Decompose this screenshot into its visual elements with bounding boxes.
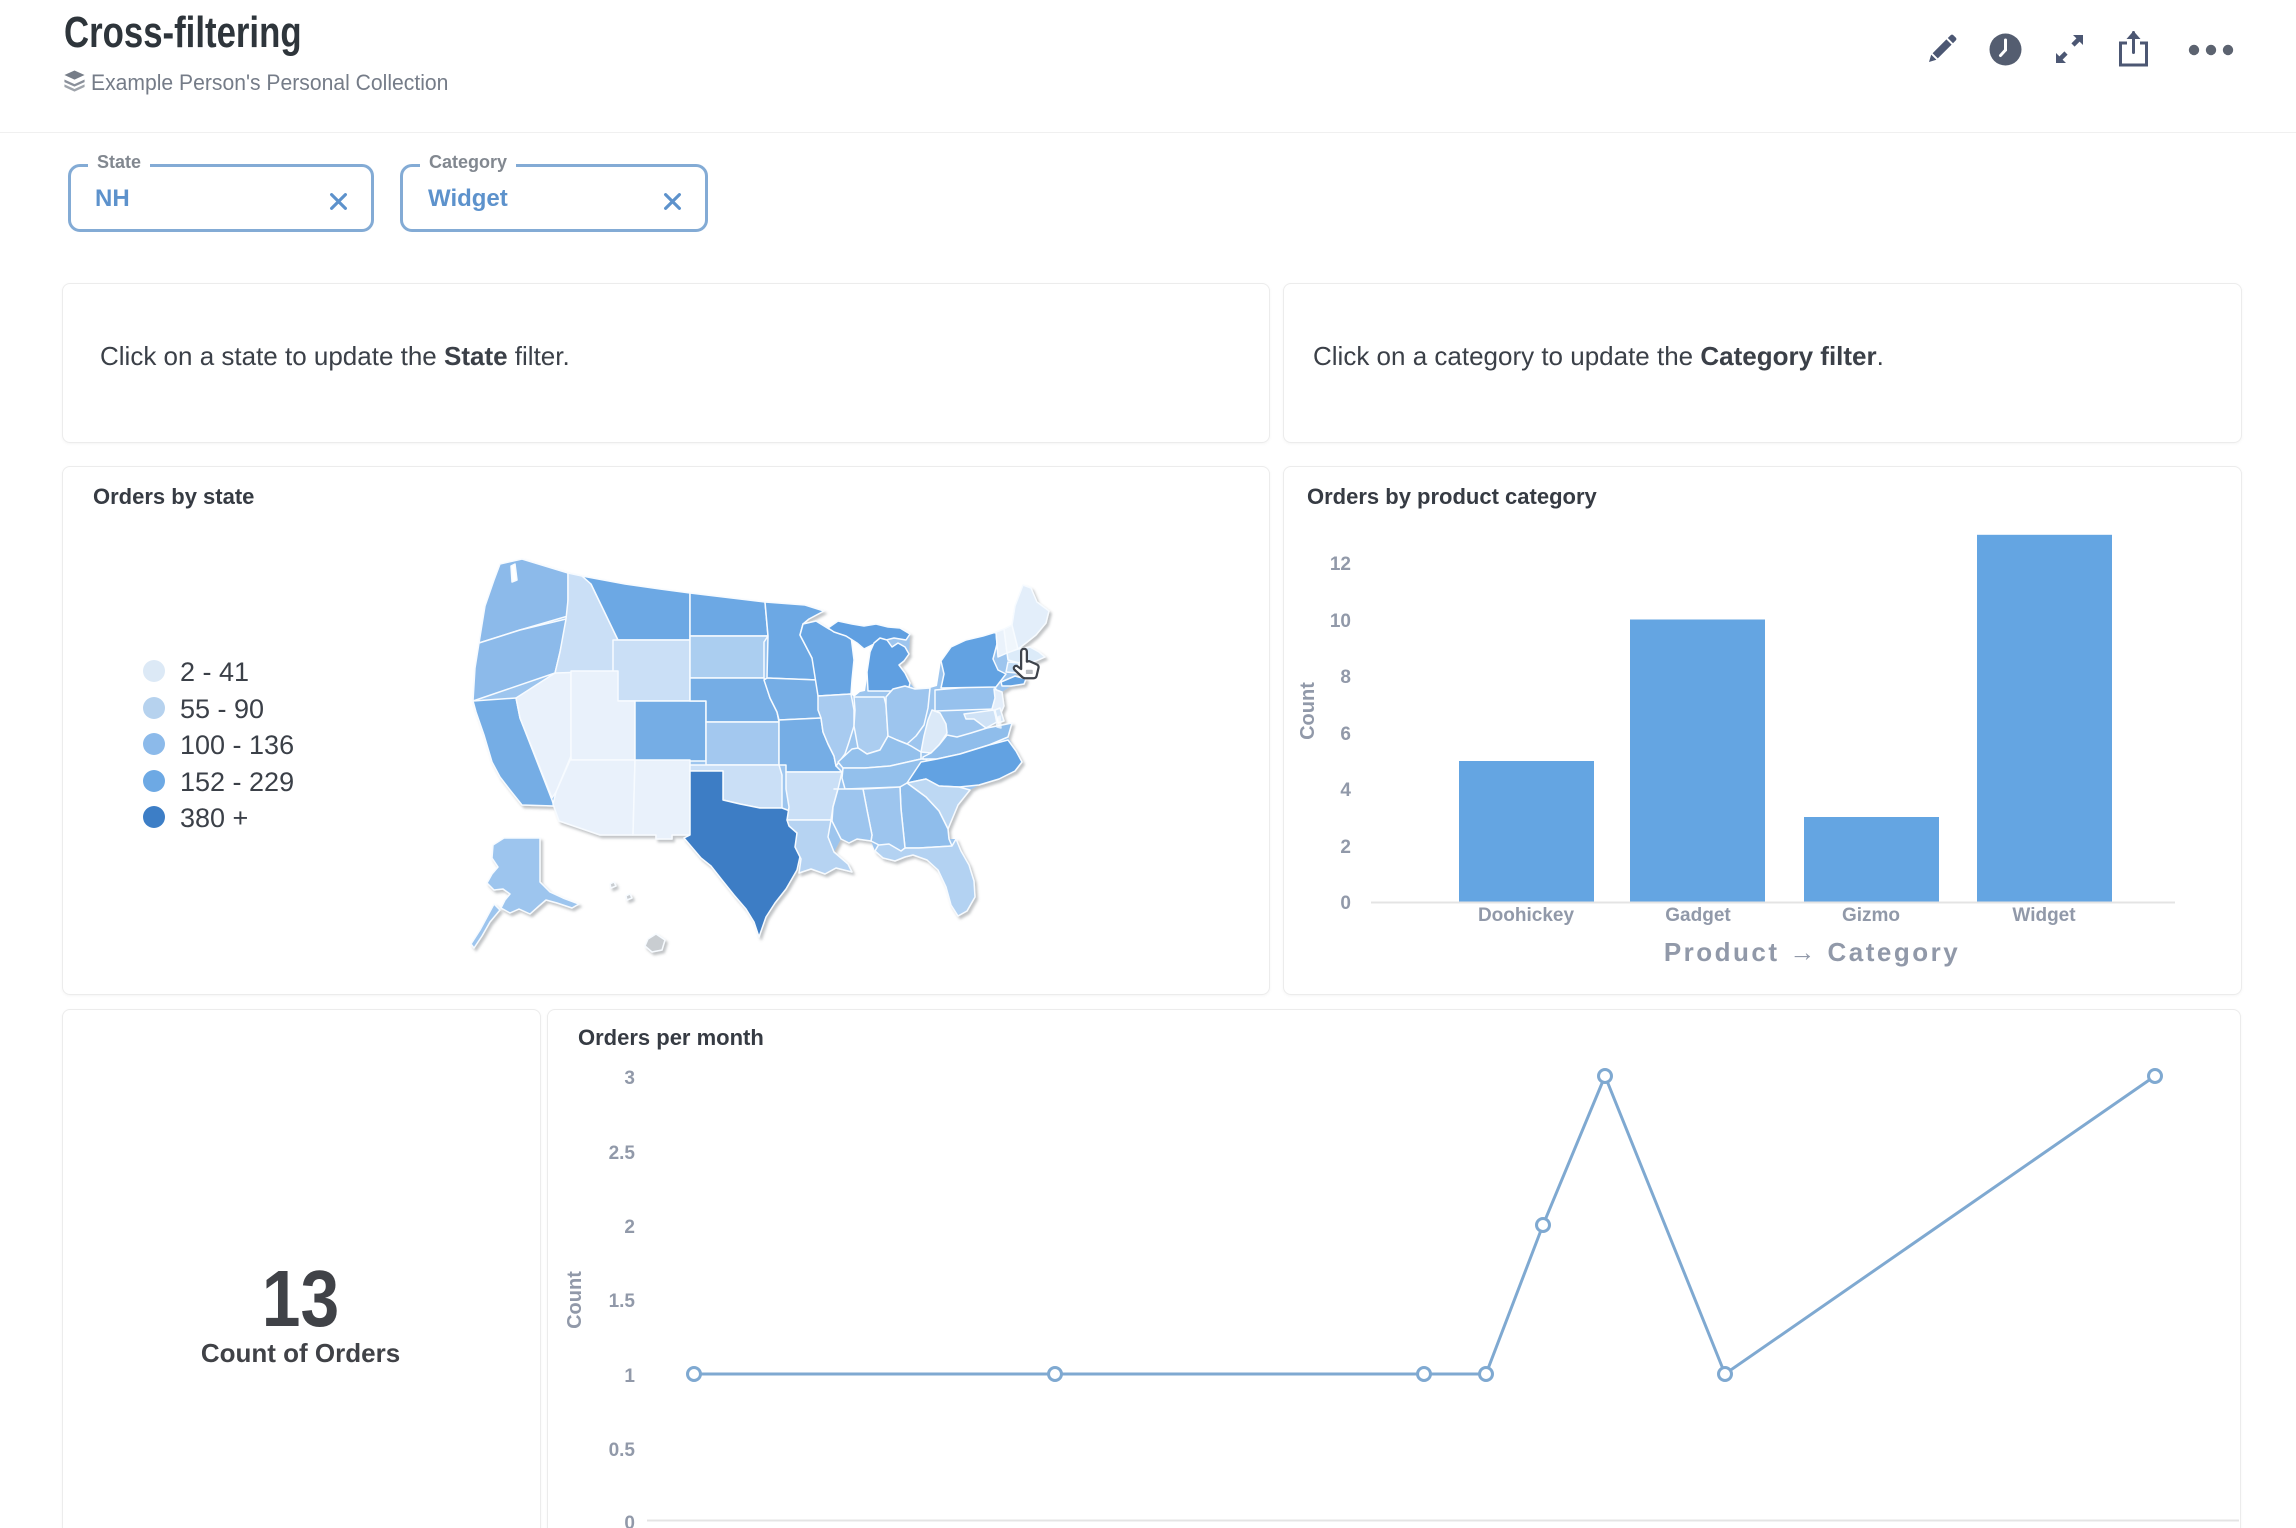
svg-text:Doohickey: Doohickey bbox=[1478, 905, 1575, 926]
svg-text:10: 10 bbox=[1330, 611, 1351, 632]
svg-text:Widget: Widget bbox=[2012, 905, 2076, 926]
svg-text:2: 2 bbox=[1340, 837, 1351, 858]
svg-text:8: 8 bbox=[1340, 667, 1351, 688]
svg-text:0.5: 0.5 bbox=[609, 1440, 636, 1461]
svg-text:1.5: 1.5 bbox=[609, 1291, 636, 1312]
svg-text:1: 1 bbox=[624, 1366, 635, 1387]
svg-text:3: 3 bbox=[624, 1068, 635, 1089]
svg-text:12: 12 bbox=[1330, 554, 1351, 575]
svg-text:2: 2 bbox=[624, 1217, 635, 1238]
svg-text:Count: Count bbox=[1297, 682, 1319, 740]
svg-text:6: 6 bbox=[1340, 724, 1351, 745]
svg-text:Gizmo: Gizmo bbox=[1842, 905, 1900, 926]
svg-text:Gadget: Gadget bbox=[1665, 905, 1731, 926]
svg-text:2.5: 2.5 bbox=[609, 1143, 636, 1164]
svg-text:4: 4 bbox=[1340, 780, 1351, 801]
svg-text:0: 0 bbox=[1340, 893, 1351, 914]
svg-text:Count: Count bbox=[564, 1271, 586, 1329]
svg-text:0: 0 bbox=[624, 1513, 635, 1528]
svg-text:Product → Category: Product → Category bbox=[1664, 937, 1960, 967]
